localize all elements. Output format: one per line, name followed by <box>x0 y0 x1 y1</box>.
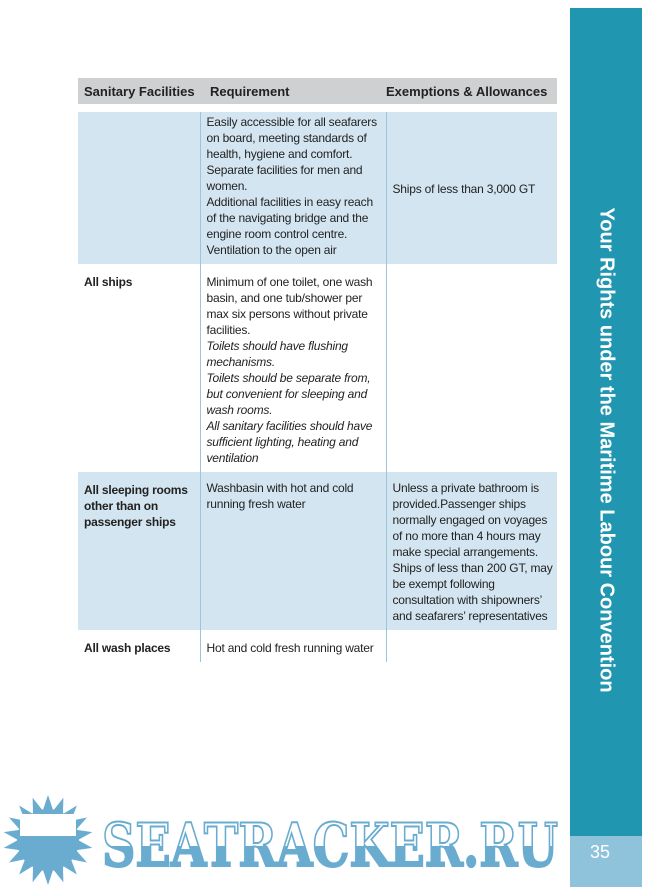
sanitary-table: Easily accessible for all seafarers on b… <box>78 112 557 662</box>
req-note: All sanitary facilities should have suff… <box>206 419 373 465</box>
facility-cell: All wash places <box>84 641 171 655</box>
header-facilities: Sanitary Facilities <box>84 84 195 99</box>
table-row: All sleeping rooms other than on passeng… <box>78 472 557 630</box>
req-line: Hot and cold fresh running water <box>206 641 374 655</box>
sun-logo-icon <box>3 795 93 885</box>
requirement-cell: Washbasin with hot and cold running fres… <box>199 472 386 630</box>
req-line: Easily accessible for all seafarers on b… <box>206 115 378 161</box>
header-requirement: Requirement <box>210 84 290 99</box>
requirement-cell: Easily accessible for all seafarers on b… <box>199 112 386 264</box>
table-header: Sanitary Facilities Requirement Exemptio… <box>78 78 557 104</box>
exemption-cell <box>385 264 557 472</box>
page-number: 35 <box>590 842 611 862</box>
req-note: Toilets should be separate from, but con… <box>206 371 371 417</box>
req-note: Toilets should have flushing mechanisms. <box>206 339 349 369</box>
table-row: Easily accessible for all seafarers on b… <box>78 112 557 264</box>
watermark-text: SEATRACKER.RU <box>102 811 558 880</box>
req-line: Additional facilities in easy reach of t… <box>206 195 374 241</box>
sidebar-title: Your Rights under the Maritime Labour Co… <box>595 207 618 693</box>
header-exemptions: Exemptions & Allowances <box>386 84 548 99</box>
chapter-sidebar <box>570 8 642 836</box>
req-line: Ventilation to the open air <box>206 243 337 257</box>
req-line: Washbasin with hot and cold running fres… <box>206 481 354 511</box>
facility-cell <box>78 112 200 264</box>
requirement-cell: Hot and cold fresh running water <box>199 630 386 662</box>
facility-cell: All ships <box>84 275 133 289</box>
table-row: All wash places Hot and cold fresh runni… <box>78 630 557 662</box>
exemption-cell: Unless a private bathroom is provided.Pa… <box>385 472 557 630</box>
table-row: All ships Minimum of one toilet, one was… <box>78 264 557 472</box>
sidebar-footer <box>570 836 642 887</box>
watermark: SEATRACKER.RU <box>101 810 559 880</box>
req-line: Minimum of one toilet, one wash basin, a… <box>206 275 373 337</box>
facility-cell: All sleeping rooms other than on passeng… <box>78 472 200 630</box>
exemption-cell <box>385 630 557 662</box>
exemption-cell: Ships of less than 3,000 GT <box>385 112 557 264</box>
req-line: Separate facilities for men and women. <box>206 163 363 193</box>
requirement-cell: Minimum of one toilet, one wash basin, a… <box>199 264 386 472</box>
